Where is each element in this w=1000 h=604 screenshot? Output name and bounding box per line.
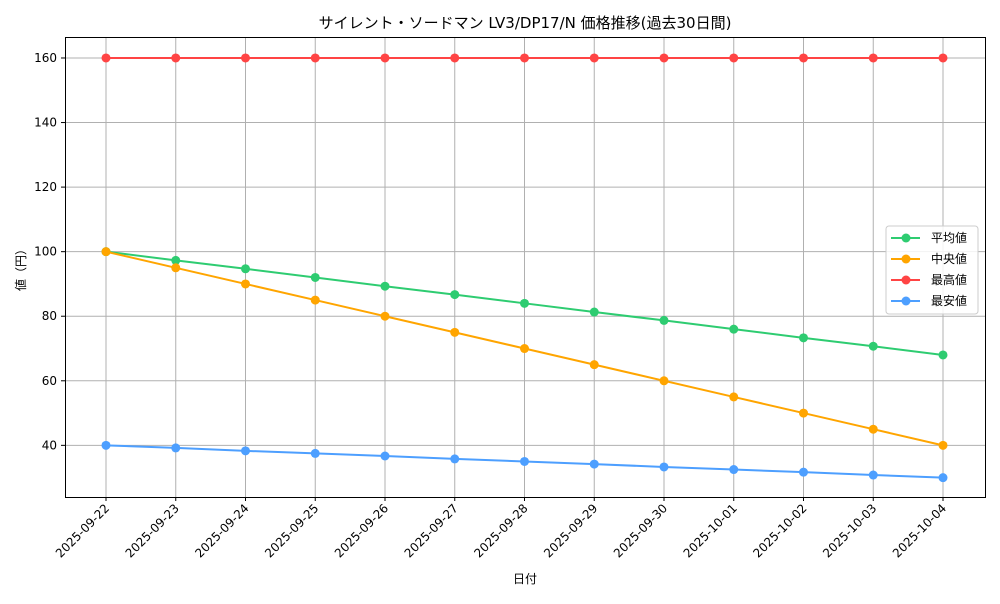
- series-0: [101, 247, 948, 360]
- x-tick-label: 2025-09-24: [192, 501, 251, 560]
- data-point: [729, 324, 739, 334]
- y-axis-label: 値（円）: [13, 243, 28, 291]
- data-point: [241, 446, 250, 456]
- data-point: [520, 456, 529, 466]
- x-tick-label: 2025-09-22: [53, 501, 112, 560]
- data-point: [450, 53, 460, 63]
- x-tick-label: 2025-09-30: [611, 501, 670, 560]
- legend-label: 最高値: [931, 272, 967, 287]
- y-tick-label: 60: [42, 374, 57, 388]
- legend-marker: [901, 233, 911, 243]
- data-point: [659, 315, 669, 325]
- y-tick-label: 160: [34, 51, 57, 65]
- data-point: [171, 53, 181, 63]
- data-point: [868, 341, 878, 351]
- data-point: [450, 454, 460, 464]
- data-point: [938, 53, 948, 63]
- data-point: [241, 264, 250, 274]
- data-point: [589, 53, 599, 63]
- data-point: [520, 344, 529, 354]
- data-point: [589, 360, 599, 370]
- data-point: [310, 53, 320, 63]
- data-point: [101, 247, 111, 257]
- chart-title: サイレント・ソードマン LV3/DP17/N 価格推移(過去30日間): [319, 14, 732, 32]
- data-point: [171, 263, 181, 273]
- data-point: [171, 255, 181, 265]
- data-point: [450, 290, 460, 300]
- data-point: [729, 465, 739, 475]
- data-point: [380, 53, 390, 63]
- data-point: [589, 459, 599, 469]
- y-tick-label: 120: [34, 180, 57, 194]
- data-point: [520, 298, 529, 308]
- data-point: [868, 470, 878, 480]
- data-point: [241, 279, 250, 289]
- data-point: [659, 53, 669, 63]
- y-tick-label: 140: [34, 116, 57, 130]
- data-point: [799, 467, 808, 477]
- data-point: [659, 462, 669, 472]
- series-1: [101, 247, 948, 450]
- data-point: [799, 333, 808, 343]
- series-2: [101, 53, 948, 63]
- data-point: [171, 443, 181, 453]
- data-point: [241, 53, 250, 63]
- data-point: [310, 272, 320, 282]
- data-point: [729, 392, 739, 402]
- legend-label: 平均値: [931, 230, 967, 245]
- data-point: [380, 311, 390, 321]
- data-point: [380, 451, 390, 461]
- x-tick-label: 2025-09-26: [332, 501, 391, 560]
- x-tick-label: 2025-10-02: [750, 501, 809, 560]
- data-point: [310, 295, 320, 305]
- data-point: [938, 473, 948, 483]
- data-point: [868, 53, 878, 63]
- data-point: [101, 53, 111, 63]
- legend-label: 最安値: [931, 293, 967, 308]
- data-point: [938, 440, 948, 450]
- x-tick-label: 2025-09-25: [262, 501, 321, 560]
- data-point: [380, 281, 390, 291]
- legend-box: [885, 225, 979, 315]
- data-point: [589, 307, 599, 317]
- x-tick-label: 2025-09-29: [541, 501, 600, 560]
- legend-marker: [901, 275, 911, 285]
- data-point: [659, 376, 669, 386]
- legend-marker: [901, 296, 911, 306]
- y-tick-label: 100: [34, 245, 57, 259]
- x-tick-label: 2025-09-28: [471, 501, 530, 560]
- data-point: [310, 448, 320, 458]
- plot-frame: [65, 37, 986, 498]
- legend-label: 中央値: [931, 251, 967, 266]
- data-point: [938, 350, 948, 360]
- data-point: [799, 53, 808, 63]
- x-tick-label: 2025-09-27: [402, 501, 461, 560]
- x-axis-label: 日付: [513, 572, 537, 586]
- data-point: [799, 408, 808, 418]
- x-tick-label: 2025-10-01: [681, 501, 740, 560]
- x-tick-label: 2025-10-03: [820, 501, 879, 560]
- data-point: [101, 440, 111, 450]
- data-point: [450, 327, 460, 337]
- y-tick-label: 80: [42, 309, 57, 323]
- legend-marker: [901, 254, 911, 264]
- data-point: [520, 53, 529, 63]
- x-tick-label: 2025-09-23: [123, 501, 182, 560]
- series-3: [101, 440, 948, 483]
- x-tick-label: 2025-10-04: [890, 501, 949, 560]
- y-tick-label: 40: [42, 438, 57, 452]
- data-point: [868, 424, 878, 434]
- data-point: [729, 53, 739, 63]
